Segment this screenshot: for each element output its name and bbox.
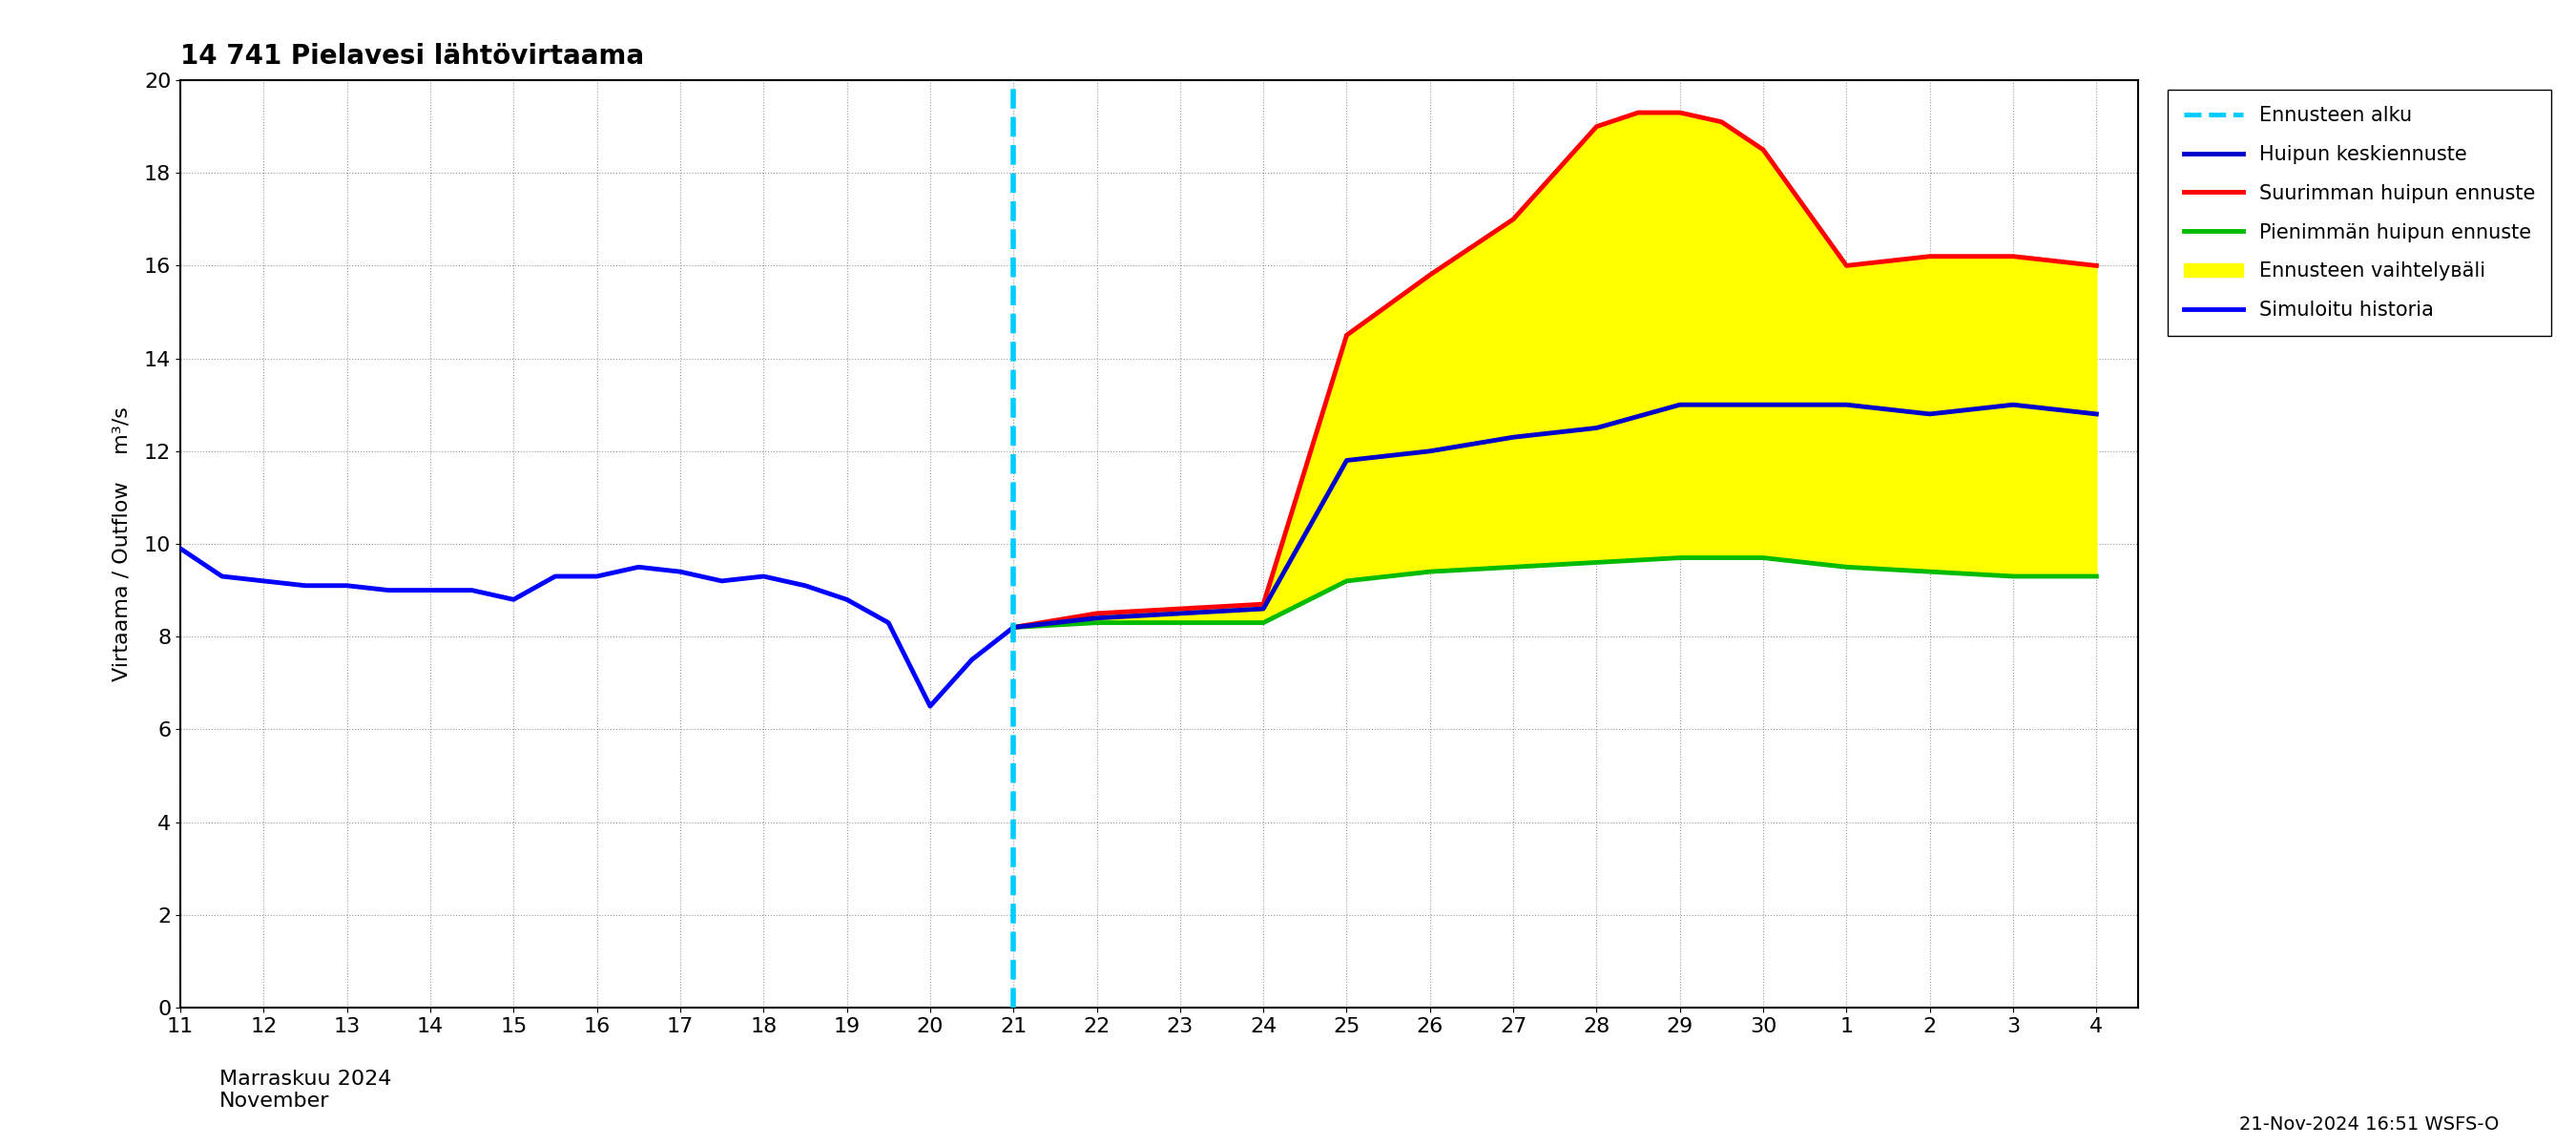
Text: 21-Nov-2024 16:51 WSFS-O: 21-Nov-2024 16:51 WSFS-O	[2239, 1115, 2499, 1134]
Text: 14 741 Pielavesi lähtövirtaama: 14 741 Pielavesi lähtövirtaama	[180, 44, 644, 70]
Legend: Ennusteen alku, Huipun keskiennuste, Suurimman huipun ennuste, Pienimmän huipun : Ennusteen alku, Huipun keskiennuste, Suu…	[2166, 90, 2550, 335]
Text: Marraskuu 2024
November: Marraskuu 2024 November	[219, 1069, 392, 1111]
Y-axis label: Virtaama / Outflow    m³/s: Virtaama / Outflow m³/s	[111, 406, 131, 681]
